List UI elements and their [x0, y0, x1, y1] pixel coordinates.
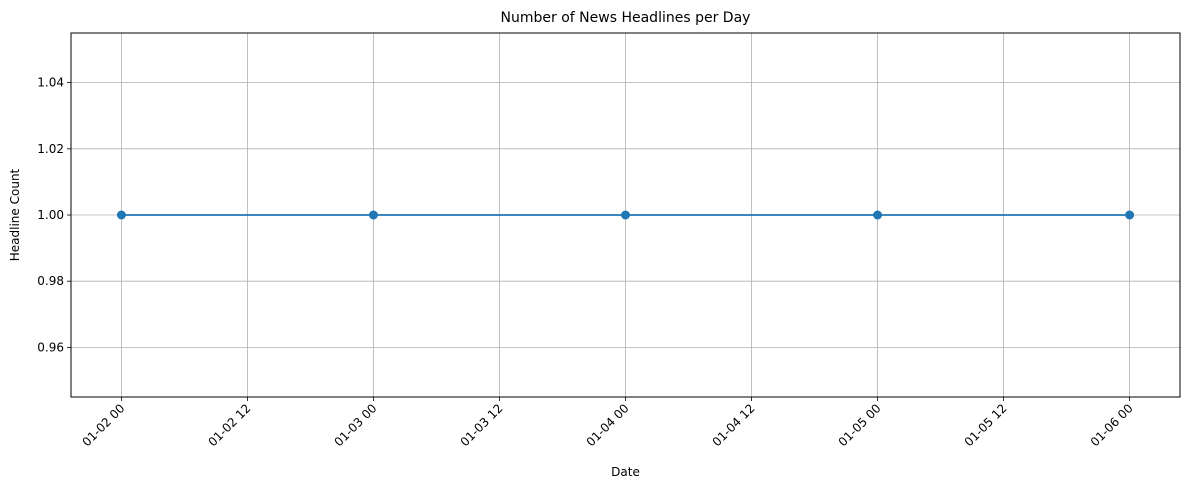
x-axis-title: Date [611, 465, 640, 479]
data-point [873, 210, 883, 220]
y-tick-label: 1.04 [37, 76, 64, 90]
data-series [116, 210, 1135, 220]
data-point [1125, 210, 1135, 220]
y-axis-title: Headline Count [8, 168, 22, 261]
chart-title: Number of News Headlines per Day [501, 10, 751, 26]
data-point [116, 210, 126, 220]
y-tick-label: 1.00 [37, 208, 64, 222]
y-tick-label: 1.02 [37, 142, 64, 156]
y-tick-label: 0.96 [37, 340, 64, 354]
y-axis-ticks: 0.96 0.98 1.00 1.02 1.04 [37, 76, 71, 354]
y-tick-label: 0.98 [37, 274, 64, 288]
data-point [621, 210, 630, 220]
data-point [368, 210, 378, 220]
